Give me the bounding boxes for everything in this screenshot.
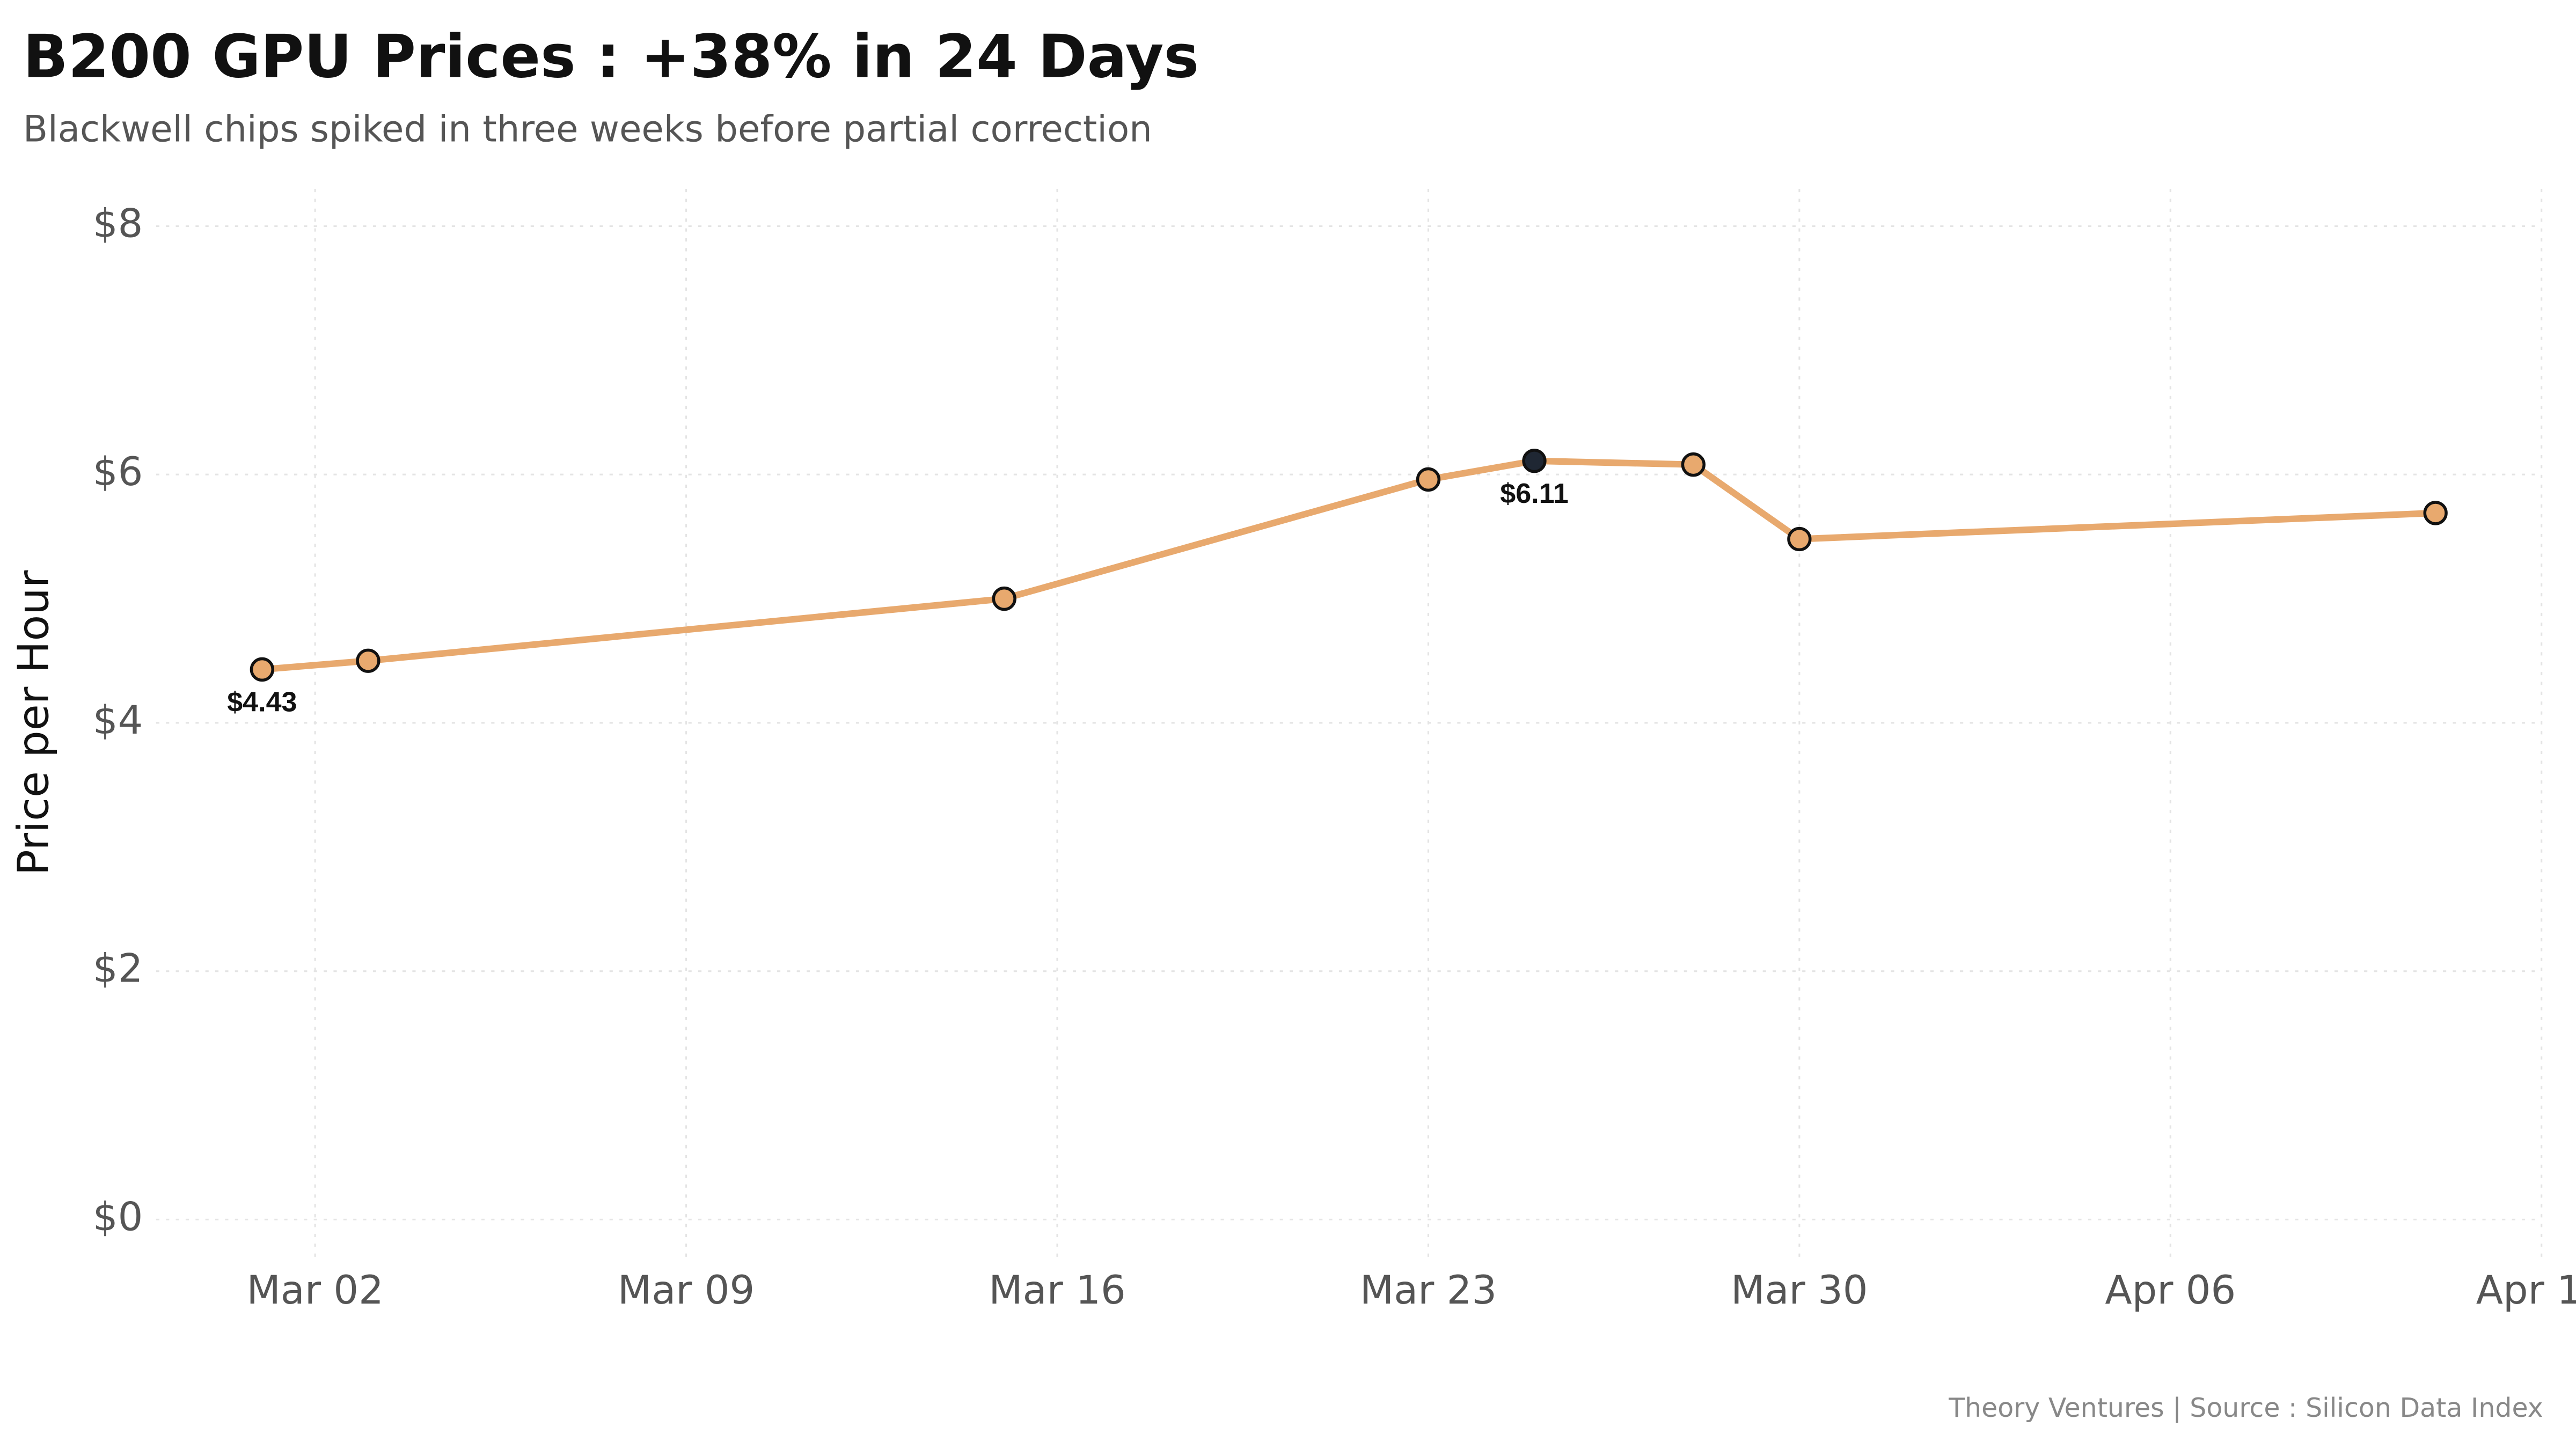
x-tick-label: Mar 30 xyxy=(1731,1268,1868,1313)
y-tick-label: $6 xyxy=(93,449,143,495)
chart-title: B200 GPU Prices : +38% in 24 Days xyxy=(23,23,1199,91)
series-line xyxy=(261,457,2436,673)
x-tick-label: Mar 23 xyxy=(1360,1268,1497,1313)
y-tick-label: $2 xyxy=(93,946,143,992)
data-point xyxy=(1681,452,1706,477)
x-tick-label: Mar 02 xyxy=(246,1268,383,1313)
y-tick-label: $0 xyxy=(93,1194,143,1240)
data-point xyxy=(1522,449,1547,473)
data-point xyxy=(2423,501,2448,525)
x-tick-label: Apr 13 xyxy=(2476,1268,2576,1313)
y-tick-label: $4 xyxy=(93,698,143,743)
data-point xyxy=(1416,467,1441,492)
x-tick-label: Mar 16 xyxy=(989,1268,1125,1313)
data-point xyxy=(250,657,275,682)
data-label: $4.43 xyxy=(227,686,297,718)
y-axis-label: Price per Hour xyxy=(8,570,58,875)
chart-subtitle: Blackwell chips spiked in three weeks be… xyxy=(23,107,1152,150)
data-point xyxy=(992,586,1016,611)
data-point xyxy=(1787,526,1812,552)
data-point xyxy=(356,648,380,673)
x-tick-label: Mar 09 xyxy=(618,1268,755,1313)
y-tick-label: $8 xyxy=(93,201,143,246)
x-tick-label: Apr 06 xyxy=(2105,1268,2236,1313)
caption: Theory Ventures | Source : Silicon Data … xyxy=(1948,1393,2543,1423)
data-label: $6.11 xyxy=(1500,478,1568,509)
